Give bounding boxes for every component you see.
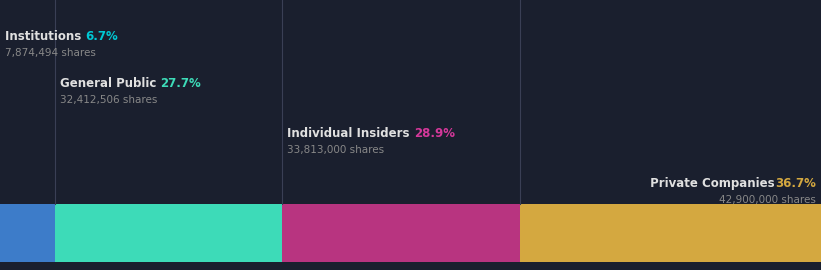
Bar [282, 204, 520, 262]
Text: 27.7%: 27.7% [161, 77, 201, 90]
Bar [55, 204, 282, 262]
Text: Individual Insiders: Individual Insiders [287, 127, 414, 140]
Text: 32,412,506 shares: 32,412,506 shares [60, 95, 158, 105]
Text: 6.7%: 6.7% [85, 30, 118, 43]
Text: 33,813,000 shares: 33,813,000 shares [287, 145, 384, 155]
Text: 7,874,494 shares: 7,874,494 shares [5, 48, 96, 58]
Bar [520, 204, 821, 262]
Text: 36.7%: 36.7% [775, 177, 816, 190]
Text: Private Companies: Private Companies [646, 177, 775, 190]
Text: 42,900,000 shares: 42,900,000 shares [719, 195, 816, 205]
Text: General Public: General Public [60, 77, 161, 90]
Text: Institutions: Institutions [5, 30, 85, 43]
Bar [0, 204, 55, 262]
Text: 28.9%: 28.9% [414, 127, 455, 140]
